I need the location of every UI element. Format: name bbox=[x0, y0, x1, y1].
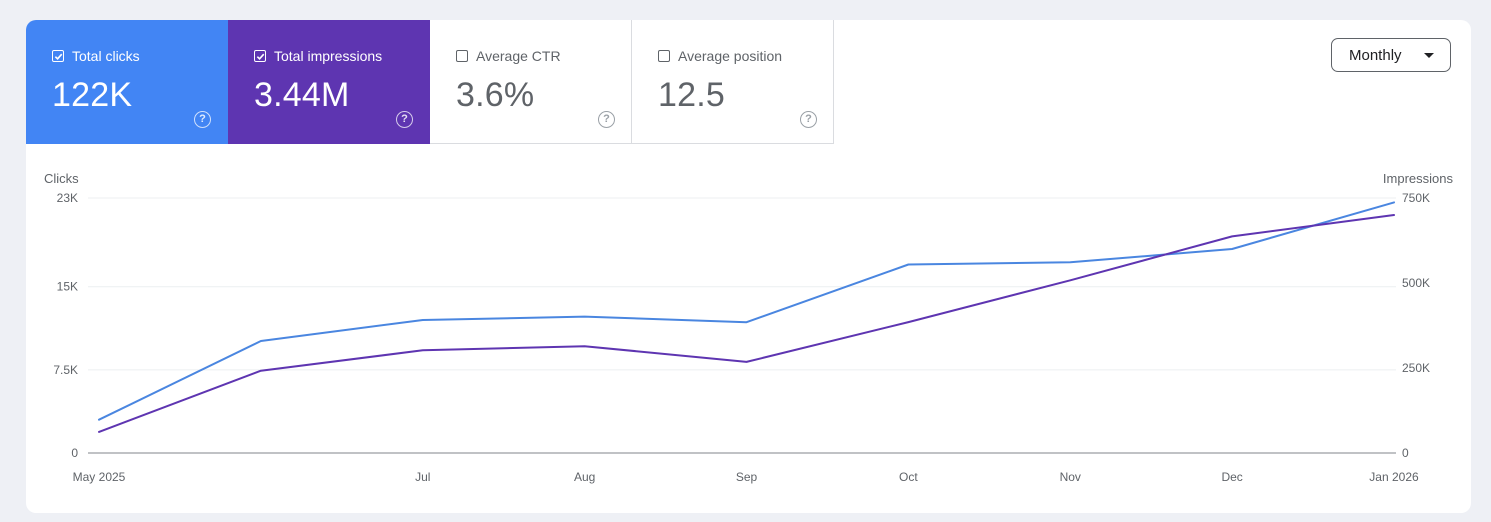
help-icon[interactable]: ? bbox=[598, 111, 615, 128]
metric-value: 12.5 bbox=[658, 76, 725, 114]
metric-tile-total-impressions[interactable]: Total impressions 3.44M ? bbox=[228, 20, 430, 144]
metric-label: Total clicks bbox=[72, 48, 140, 64]
help-icon[interactable]: ? bbox=[800, 111, 817, 128]
x-tick-label: Sep bbox=[736, 470, 758, 484]
checkbox-icon[interactable] bbox=[254, 50, 266, 62]
caret-down-icon bbox=[1424, 53, 1434, 58]
x-tick-label: Jul bbox=[415, 470, 430, 484]
metric-tile-average-position[interactable]: Average position 12.5 ? bbox=[632, 20, 834, 144]
y-left-tick-label: 7.5K bbox=[53, 363, 78, 377]
metric-tile-total-clicks[interactable]: Total clicks 122K ? bbox=[26, 20, 228, 144]
y-left-tick-label: 15K bbox=[57, 280, 78, 294]
y-right-tick-label: 750K bbox=[1402, 191, 1430, 205]
help-icon[interactable]: ? bbox=[396, 111, 413, 128]
metric-value: 3.6% bbox=[456, 76, 535, 114]
checkbox-icon[interactable] bbox=[52, 50, 64, 62]
y-right-tick-label: 500K bbox=[1402, 276, 1430, 290]
x-tick-label: Nov bbox=[1060, 470, 1081, 484]
metric-label: Average CTR bbox=[476, 48, 561, 64]
checkbox-icon[interactable] bbox=[456, 50, 468, 62]
period-select[interactable]: Monthly bbox=[1331, 38, 1451, 72]
x-tick-label: Aug bbox=[574, 470, 595, 484]
period-select-value: Monthly bbox=[1349, 46, 1402, 64]
y-right-axis-title: Impressions bbox=[1383, 171, 1454, 186]
metric-label: Average position bbox=[678, 48, 783, 64]
metric-tile-average-ctr[interactable]: Average CTR 3.6% ? bbox=[430, 20, 632, 144]
x-tick-label: May 2025 bbox=[73, 470, 126, 484]
x-tick-label: Jan 2026 bbox=[1369, 470, 1419, 484]
checkbox-icon[interactable] bbox=[658, 50, 670, 62]
series-line-total-impressions bbox=[98, 214, 1395, 433]
metric-tiles: Total clicks 122K ? Total impressions 3.… bbox=[26, 20, 834, 144]
metric-value: 3.44M bbox=[254, 76, 350, 114]
help-icon[interactable]: ? bbox=[194, 111, 211, 128]
performance-card: Total clicks 122K ? Total impressions 3.… bbox=[26, 20, 1471, 513]
series-line-total-clicks bbox=[98, 201, 1395, 421]
x-tick-label: Dec bbox=[1221, 470, 1242, 484]
performance-chart: 0 7.5K 15K 23K 0 250K 500K 750K Clicks Impression… bbox=[44, 171, 1454, 484]
y-right-tick-label: 0 bbox=[1402, 446, 1409, 460]
y-left-axis-title: Clicks bbox=[44, 171, 79, 186]
y-right-tick-label: 250K bbox=[1402, 361, 1430, 375]
y-left-tick-label: 0 bbox=[71, 446, 78, 460]
x-tick-label: Oct bbox=[899, 470, 918, 484]
y-left-tick-label: 23K bbox=[57, 191, 78, 205]
metric-label: Total impressions bbox=[274, 48, 383, 64]
metric-value: 122K bbox=[52, 76, 133, 114]
